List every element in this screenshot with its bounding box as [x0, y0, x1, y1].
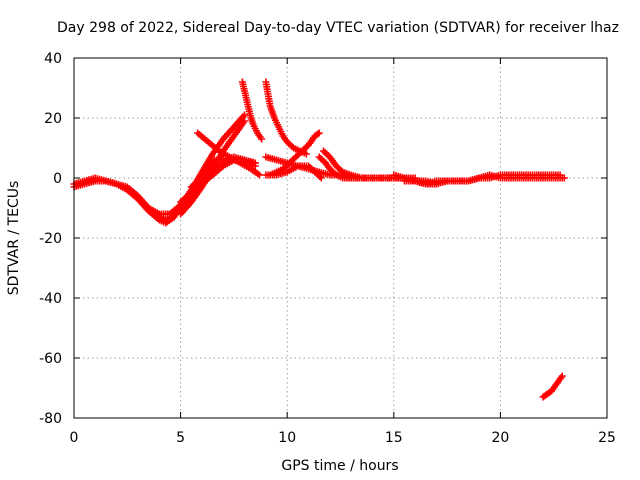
data-point [317, 174, 325, 182]
data-point [315, 129, 323, 137]
x-axis-label: GPS time / hours [281, 458, 398, 474]
data-point [560, 174, 568, 182]
x-tick-label: 20 [491, 430, 509, 446]
y-axis-label: SDTVAR / TECUs [6, 181, 22, 296]
data-point [556, 171, 564, 179]
x-axis-ticks: 0 5 10 15 20 25 [70, 58, 616, 446]
data-point [251, 159, 259, 167]
x-tick-label: 15 [385, 430, 403, 446]
y-tick-label: 0 [53, 171, 62, 187]
data-points [70, 78, 568, 401]
x-tick-label: 5 [176, 430, 185, 446]
data-point [241, 117, 249, 125]
x-tick-label: 10 [278, 430, 296, 446]
y-axis-ticks: -80 -60 -40 -20 0 20 40 [39, 51, 607, 427]
series-arc-8 [238, 78, 266, 143]
chart-title: Day 298 of 2022, Sidereal Day-to-day VTE… [57, 20, 619, 36]
y-tick-label: -80 [39, 411, 62, 427]
y-tick-label: -60 [39, 351, 62, 367]
series-arc-12 [262, 162, 325, 182]
data-point [258, 135, 266, 143]
series-arc-16 [400, 171, 564, 188]
data-point [302, 150, 310, 158]
data-point [255, 171, 263, 179]
data-point [557, 374, 565, 381]
data-point [241, 111, 249, 119]
data-point [314, 130, 322, 138]
grid [74, 58, 607, 418]
series-arc-7 [194, 129, 263, 179]
y-tick-label: -20 [39, 231, 62, 247]
y-tick-label: -40 [39, 291, 62, 307]
x-tick-label: 25 [598, 430, 616, 446]
x-tick-label: 0 [70, 430, 79, 446]
y-tick-label: 20 [44, 111, 62, 127]
series-arc-17 [539, 372, 566, 401]
y-tick-label: 40 [44, 51, 62, 67]
data-point [558, 372, 566, 380]
series-arc-3 [145, 111, 249, 218]
